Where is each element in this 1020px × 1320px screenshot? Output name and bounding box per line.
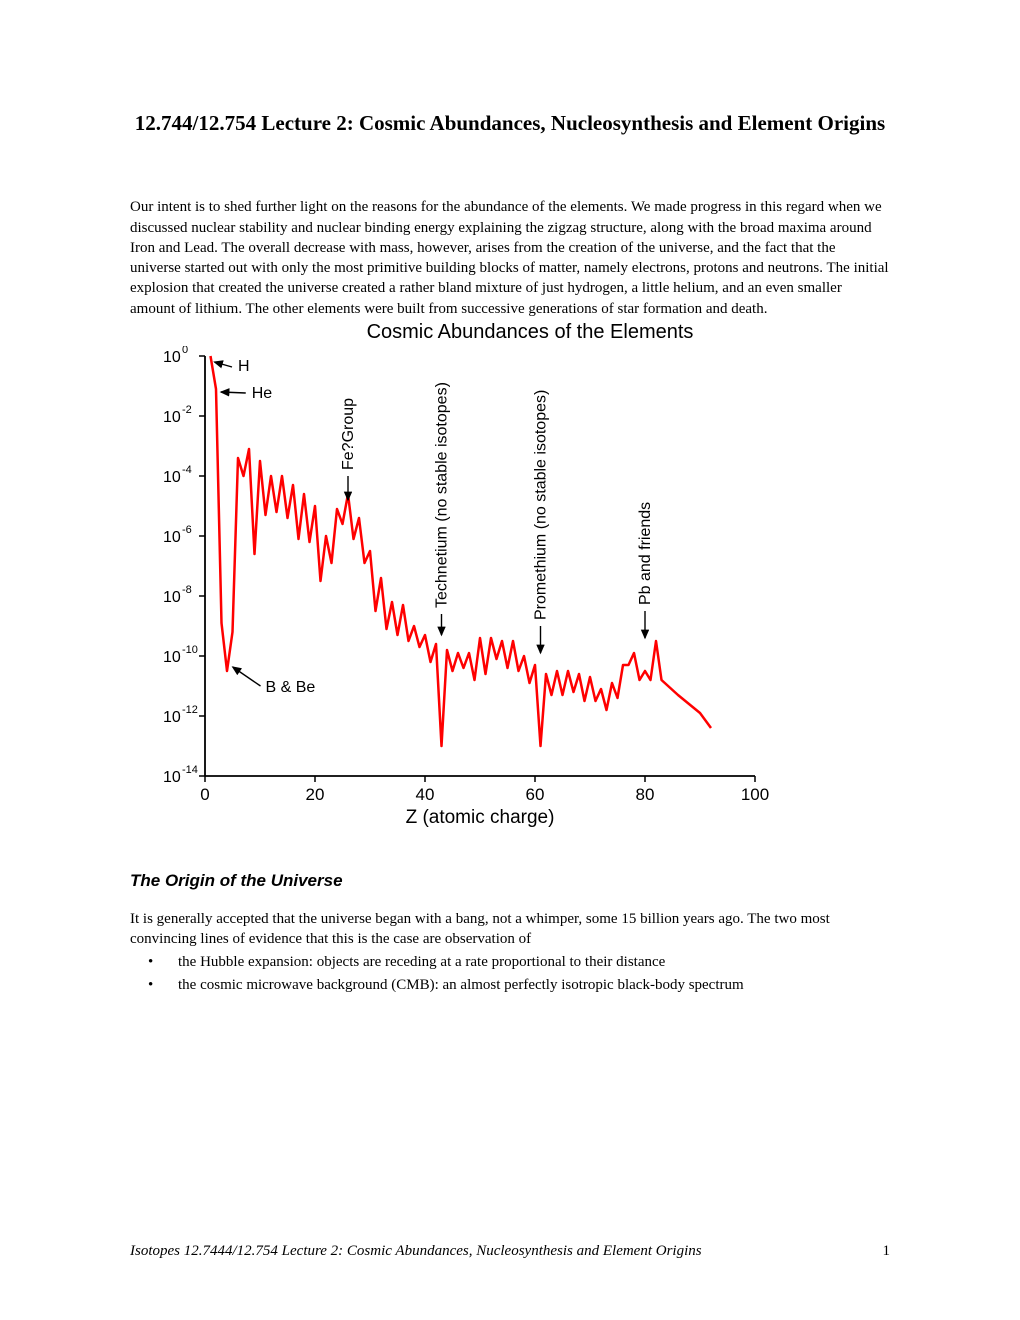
svg-text:-2: -2 (182, 404, 192, 416)
svg-text:Technetium (no stable isotopes: Technetium (no stable isotopes) (434, 382, 451, 608)
page-title: 12.744/12.754 Lecture 2: Cosmic Abundanc… (130, 110, 890, 137)
svg-text:H: H (238, 358, 250, 375)
svg-text:10: 10 (163, 769, 181, 786)
page-footer: Isotopes 12.7444/12.754 Lecture 2: Cosmi… (130, 1243, 890, 1260)
origin-paragraph: It is generally accepted that the univer… (130, 909, 890, 950)
abundance-chart: Cosmic Abundances of the Elements 10010-… (130, 321, 890, 831)
svg-text:40: 40 (416, 785, 435, 804)
svg-text:He: He (252, 385, 273, 402)
evidence-list: the Hubble expansion: objects are recedi… (130, 951, 890, 996)
svg-text:10: 10 (163, 409, 181, 426)
section-heading-origin: The Origin of the Universe (130, 871, 890, 891)
list-item: the cosmic microwave background (CMB): a… (130, 974, 890, 997)
svg-text:60: 60 (526, 785, 545, 804)
svg-text:-4: -4 (182, 464, 192, 476)
svg-text:-6: -6 (182, 524, 192, 536)
svg-text:10: 10 (163, 529, 181, 546)
svg-text:Fe?Group: Fe?Group (340, 398, 357, 470)
svg-text:10: 10 (163, 709, 181, 726)
svg-text:Pb and friends: Pb and friends (637, 502, 654, 605)
svg-text:B & Be: B & Be (266, 679, 316, 696)
svg-text:10: 10 (163, 589, 181, 606)
svg-text:10: 10 (163, 469, 181, 486)
svg-text:-14: -14 (182, 764, 198, 776)
svg-text:-10: -10 (182, 644, 198, 656)
list-item: the Hubble expansion: objects are recedi… (130, 951, 890, 974)
svg-text:80: 80 (636, 785, 655, 804)
page-number: 1 (883, 1243, 891, 1260)
svg-text:Z (atomic charge): Z (atomic charge) (406, 807, 555, 828)
svg-text:-8: -8 (182, 584, 192, 596)
chart-svg: 10010-210-410-610-810-1010-1210-14020406… (130, 346, 770, 831)
svg-text:-12: -12 (182, 704, 198, 716)
svg-text:10: 10 (163, 349, 181, 366)
svg-text:0: 0 (200, 785, 209, 804)
intro-paragraph: Our intent is to shed further light on t… (130, 197, 890, 319)
svg-text:0: 0 (182, 346, 188, 356)
svg-text:10: 10 (163, 649, 181, 666)
svg-text:100: 100 (741, 785, 769, 804)
chart-title: Cosmic Abundances of the Elements (170, 321, 890, 344)
footer-text: Isotopes 12.7444/12.754 Lecture 2: Cosmi… (130, 1243, 702, 1260)
svg-text:20: 20 (306, 785, 325, 804)
svg-text:Promethium (no stable isotopes: Promethium (no stable isotopes) (533, 389, 550, 619)
